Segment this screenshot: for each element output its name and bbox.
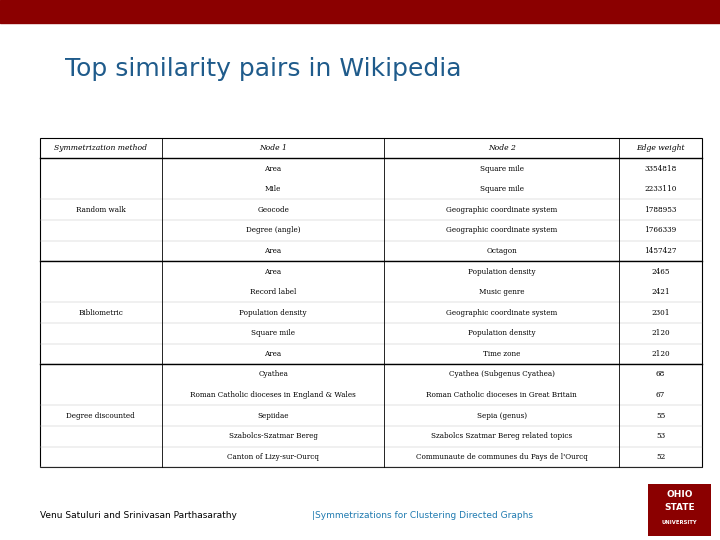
Text: Area: Area — [264, 247, 282, 255]
Text: 1788953: 1788953 — [644, 206, 677, 214]
Text: Sepiidae: Sepiidae — [257, 411, 289, 420]
Text: 2233110: 2233110 — [644, 185, 677, 193]
Text: 1457427: 1457427 — [644, 247, 677, 255]
Text: Square mile: Square mile — [251, 329, 295, 338]
Text: |Symmetrizations for Clustering Directed Graphs: |Symmetrizations for Clustering Directed… — [312, 511, 533, 520]
Bar — [648, 484, 711, 536]
Text: 52: 52 — [656, 453, 665, 461]
Text: Communaute de communes du Pays de l'Ourcq: Communaute de communes du Pays de l'Ourc… — [415, 453, 588, 461]
Text: 2465: 2465 — [652, 267, 670, 275]
Text: Szabolcs-Szatmar Bereg: Szabolcs-Szatmar Bereg — [228, 432, 318, 440]
Text: Geographic coordinate system: Geographic coordinate system — [446, 309, 557, 316]
Text: STATE: STATE — [665, 503, 695, 512]
Text: Node 2: Node 2 — [487, 144, 516, 152]
Text: 68: 68 — [656, 370, 665, 379]
Text: Canton of Lizy-sur-Ourcq: Canton of Lizy-sur-Ourcq — [227, 453, 319, 461]
Text: Record label: Record label — [250, 288, 297, 296]
Text: 67: 67 — [656, 391, 665, 399]
Text: Population density: Population density — [239, 309, 307, 316]
Text: Area: Area — [264, 165, 282, 173]
Text: Roman Catholic dioceses in Great Britain: Roman Catholic dioceses in Great Britain — [426, 391, 577, 399]
Text: Venu Satuluri and Srinivasan Parthasarathy: Venu Satuluri and Srinivasan Parthasarat… — [40, 511, 239, 520]
Text: Szabolcs Szatmar Bereg related topics: Szabolcs Szatmar Bereg related topics — [431, 432, 572, 440]
Text: Random walk: Random walk — [76, 206, 126, 214]
Text: Square mile: Square mile — [480, 165, 523, 173]
Text: Population density: Population density — [468, 267, 536, 275]
Text: Octagon: Octagon — [486, 247, 517, 255]
Text: Node 1: Node 1 — [259, 144, 287, 152]
Text: Square mile: Square mile — [480, 185, 523, 193]
Text: Bibliometric: Bibliometric — [78, 309, 123, 316]
Text: 2301: 2301 — [652, 309, 670, 316]
Text: OHIO: OHIO — [667, 490, 693, 499]
Text: 2120: 2120 — [652, 350, 670, 358]
Text: 53: 53 — [656, 432, 665, 440]
Bar — [0, 0, 720, 23]
Text: Degree (angle): Degree (angle) — [246, 226, 300, 234]
Text: 3354818: 3354818 — [644, 165, 677, 173]
Text: Geographic coordinate system: Geographic coordinate system — [446, 206, 557, 214]
Text: Area: Area — [264, 267, 282, 275]
Text: 55: 55 — [656, 411, 665, 420]
Text: Mile: Mile — [265, 185, 282, 193]
Text: 2421: 2421 — [652, 288, 670, 296]
Text: Cyathea (Subgenus Cyathea): Cyathea (Subgenus Cyathea) — [449, 370, 554, 379]
Text: Population density: Population density — [468, 329, 536, 338]
Text: 2120: 2120 — [652, 329, 670, 338]
Text: Degree discounted: Degree discounted — [66, 411, 135, 420]
Text: Geographic coordinate system: Geographic coordinate system — [446, 226, 557, 234]
Text: 1766339: 1766339 — [644, 226, 677, 234]
Bar — [40, 138, 702, 467]
Text: Music genre: Music genre — [479, 288, 524, 296]
Text: Time zone: Time zone — [483, 350, 521, 358]
Text: Edge weight: Edge weight — [636, 144, 685, 152]
Text: Area: Area — [264, 350, 282, 358]
Text: Geocode: Geocode — [257, 206, 289, 214]
Text: Symmetrization method: Symmetrization method — [55, 144, 148, 152]
Text: Roman Catholic dioceses in England & Wales: Roman Catholic dioceses in England & Wal… — [190, 391, 356, 399]
Text: UNIVERSITY: UNIVERSITY — [662, 520, 698, 525]
Text: Cyathea: Cyathea — [258, 370, 288, 379]
Text: Top similarity pairs in Wikipedia: Top similarity pairs in Wikipedia — [65, 57, 462, 80]
Text: Sepia (genus): Sepia (genus) — [477, 411, 527, 420]
